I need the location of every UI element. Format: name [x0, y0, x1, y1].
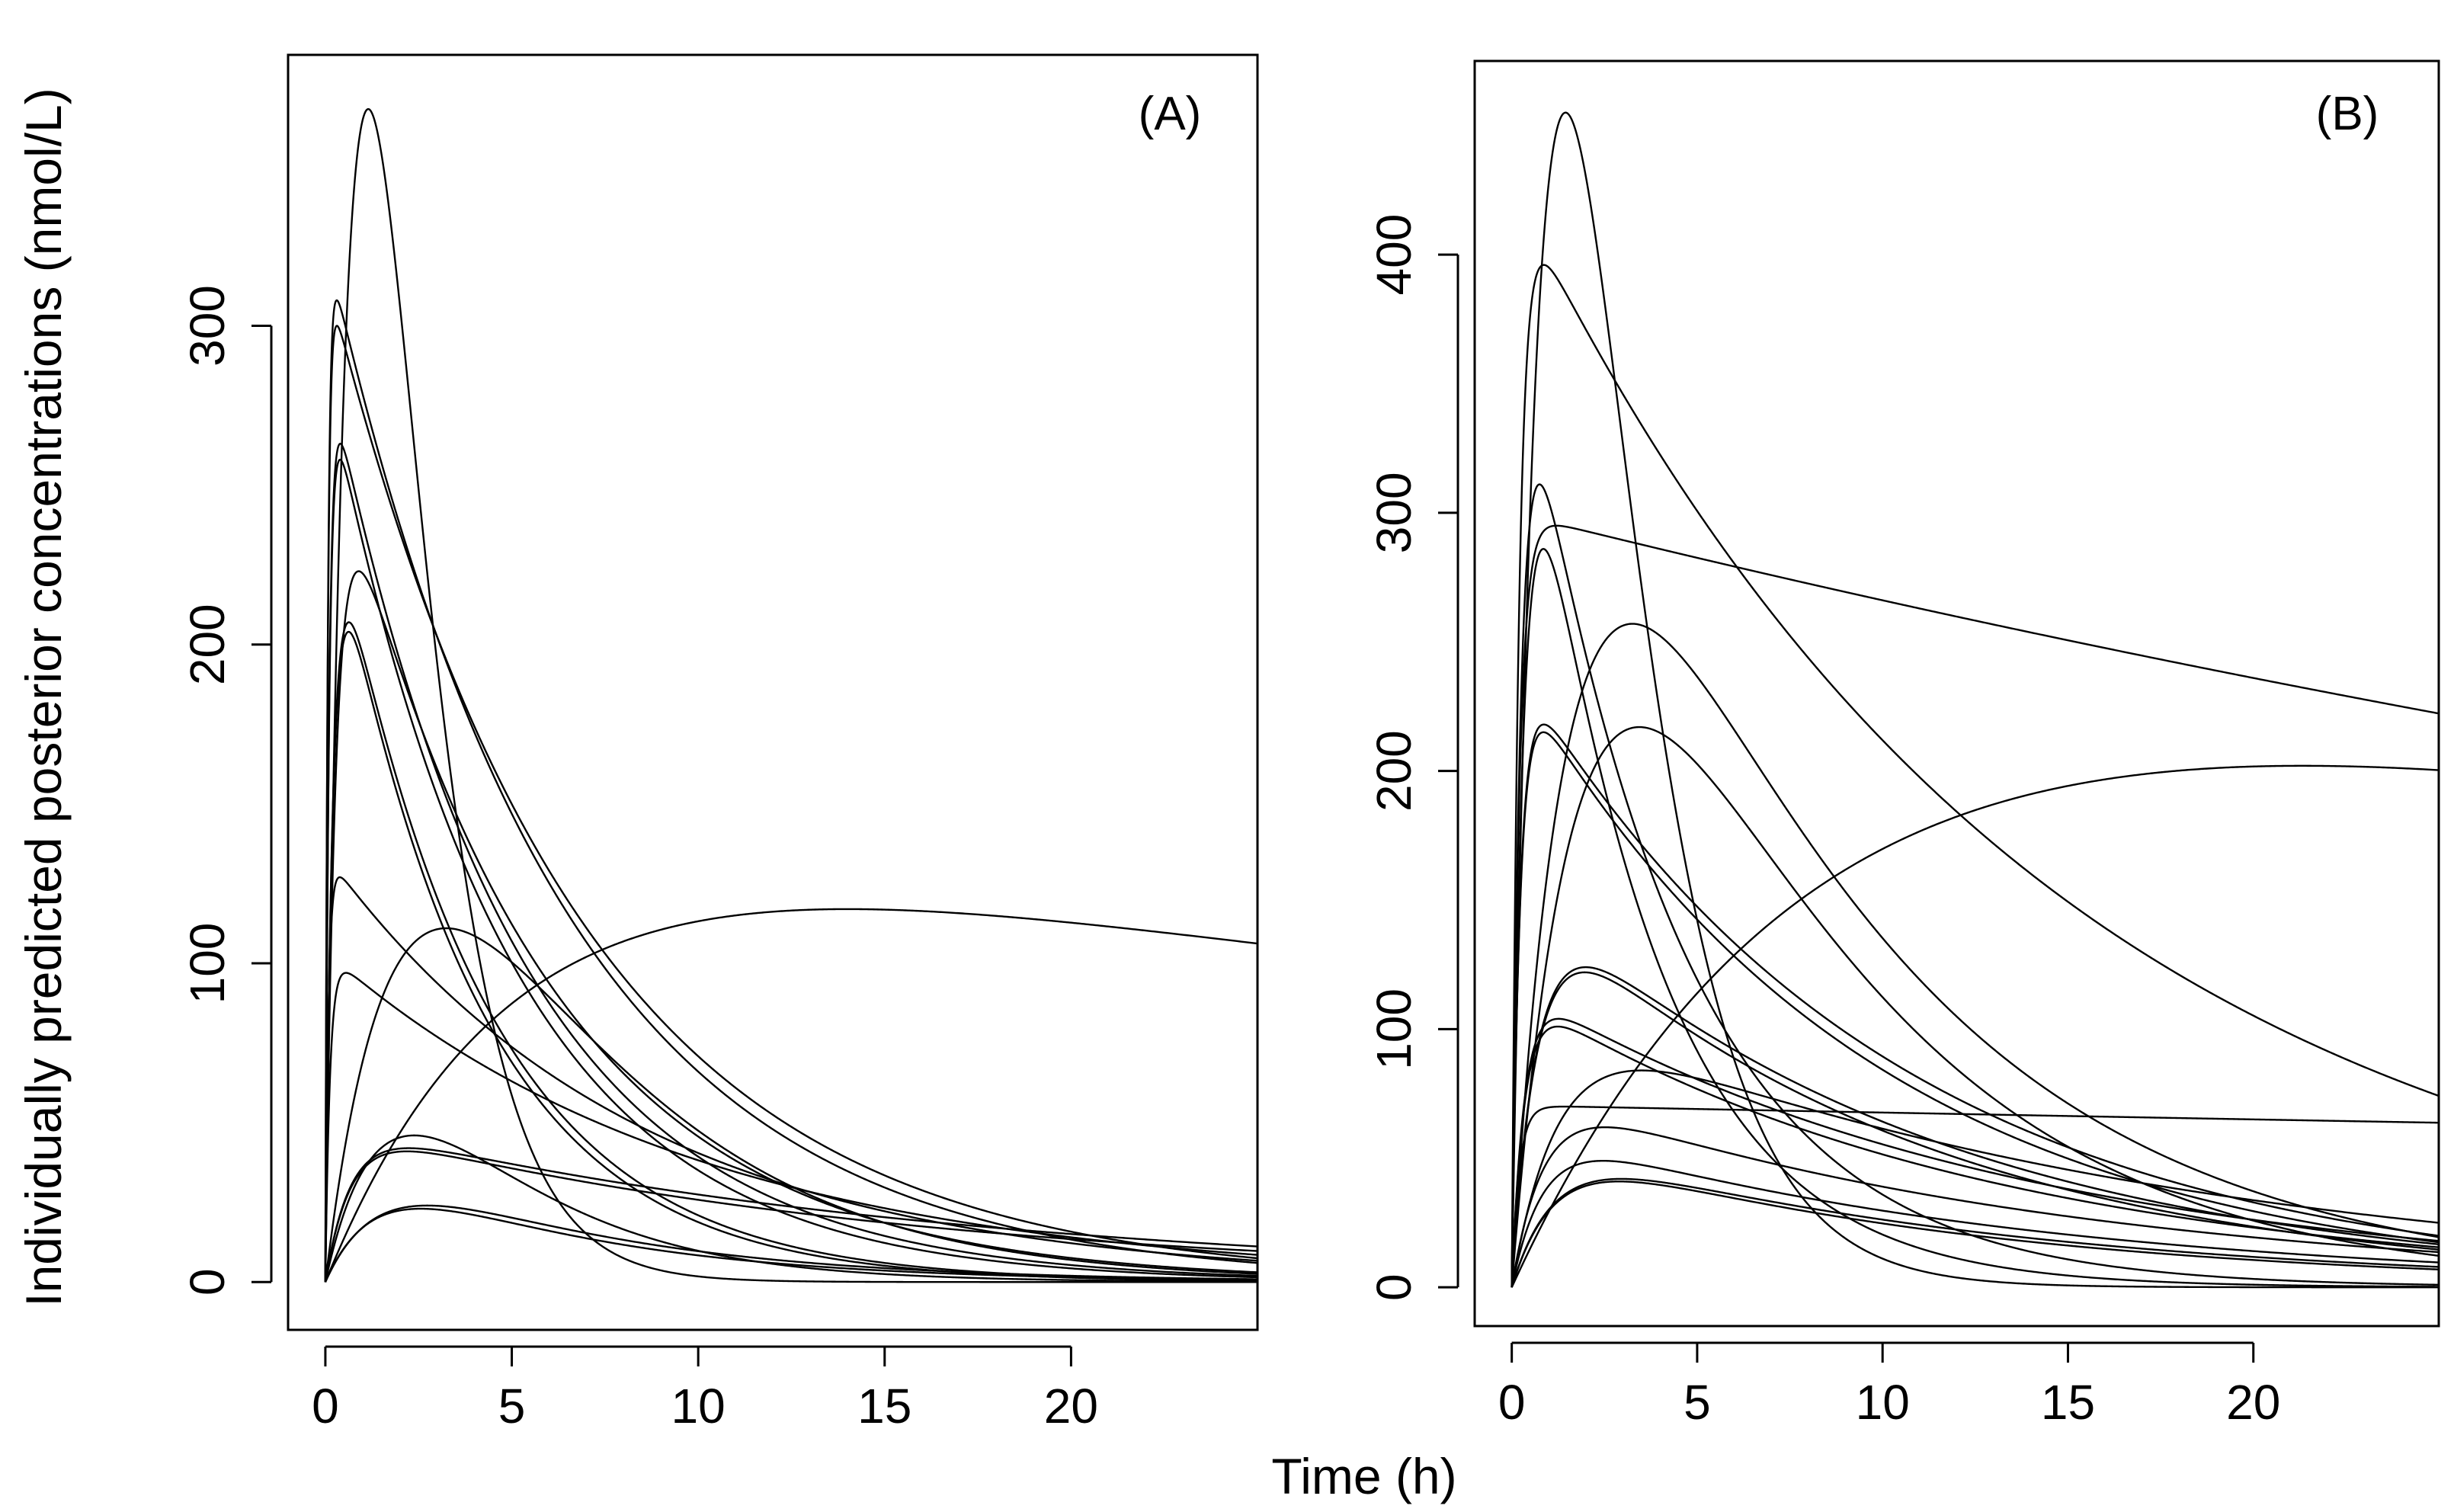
series-group [1511, 111, 2439, 1289]
y-tick-label: 200 [1366, 730, 1421, 812]
series-line-b6 [1511, 623, 2439, 1288]
series-line-a12 [324, 908, 1257, 1283]
y-tick-label: 300 [1366, 472, 1421, 553]
series-line-b4 [1511, 524, 2439, 1288]
plot-frame [287, 53, 1259, 1331]
y-tick-label: 100 [180, 923, 235, 1004]
series-line-b2 [1511, 264, 2439, 1288]
x-tick-label: 5 [498, 1379, 526, 1434]
x-axis-title: Time (h) [1271, 1448, 1456, 1504]
series-line-a3 [324, 325, 1257, 1283]
series-line-a7 [324, 621, 1257, 1283]
x-tick-label: 0 [312, 1379, 339, 1434]
series-line-b10 [1511, 764, 2439, 1288]
series-line-b17 [1511, 1126, 2439, 1288]
series-line-b7 [1511, 726, 2439, 1288]
x-tick-label: 20 [2226, 1375, 2280, 1430]
y-tick-label: 100 [1366, 988, 1421, 1070]
series-line-b5 [1511, 548, 2439, 1288]
series-line-a2 [324, 299, 1257, 1283]
x-tick-label: 5 [1684, 1375, 1711, 1430]
series-line-a4 [324, 443, 1257, 1283]
x-tick-label: 10 [1856, 1375, 1910, 1430]
series-line-a6 [324, 570, 1257, 1283]
series-line-b13 [1511, 1017, 2439, 1288]
x-tick-label: 0 [1498, 1375, 1526, 1430]
y-tick-label: 400 [1366, 214, 1421, 296]
x-tick-label: 10 [671, 1379, 726, 1434]
x-tick-label: 20 [1044, 1379, 1098, 1434]
panel-label: (B) [2316, 88, 2379, 140]
series-line-b18 [1511, 1159, 2439, 1288]
y-tick-label: 300 [180, 285, 235, 367]
series-line-b1 [1511, 111, 2439, 1289]
series-line-b20 [1511, 1180, 2439, 1288]
series-group [324, 107, 1257, 1283]
series-line-b11 [1511, 966, 2439, 1288]
x-tick-label: 15 [2041, 1375, 2095, 1430]
series-line-a14 [324, 1147, 1257, 1283]
series-line-a16 [324, 1204, 1257, 1283]
series-line-a1 [324, 107, 1257, 1283]
series-line-b8 [1511, 723, 2439, 1288]
y-tick-label: 200 [180, 604, 235, 685]
y-tick-label: 0 [1366, 1273, 1421, 1301]
series-line-b19 [1511, 1177, 2439, 1288]
series-line-b3 [1511, 483, 2439, 1288]
series-line-a15 [324, 1150, 1257, 1283]
panel-label: (A) [1139, 88, 1202, 140]
series-line-a11 [324, 927, 1257, 1283]
plot-frame [1473, 59, 2440, 1328]
series-line-b14 [1511, 1025, 2439, 1288]
series-line-a8 [324, 630, 1257, 1283]
series-line-b12 [1511, 971, 2439, 1288]
y-tick-label: 0 [180, 1268, 235, 1296]
series-line-b16 [1511, 1069, 2439, 1288]
series-line-a13 [324, 1134, 1257, 1283]
series-line-b9 [1511, 731, 2439, 1288]
series-line-a17 [324, 1207, 1257, 1283]
series-line-a9 [324, 876, 1257, 1283]
y-axis-title: Individually predicted posterior concent… [15, 88, 72, 1306]
x-tick-label: 15 [857, 1379, 911, 1434]
